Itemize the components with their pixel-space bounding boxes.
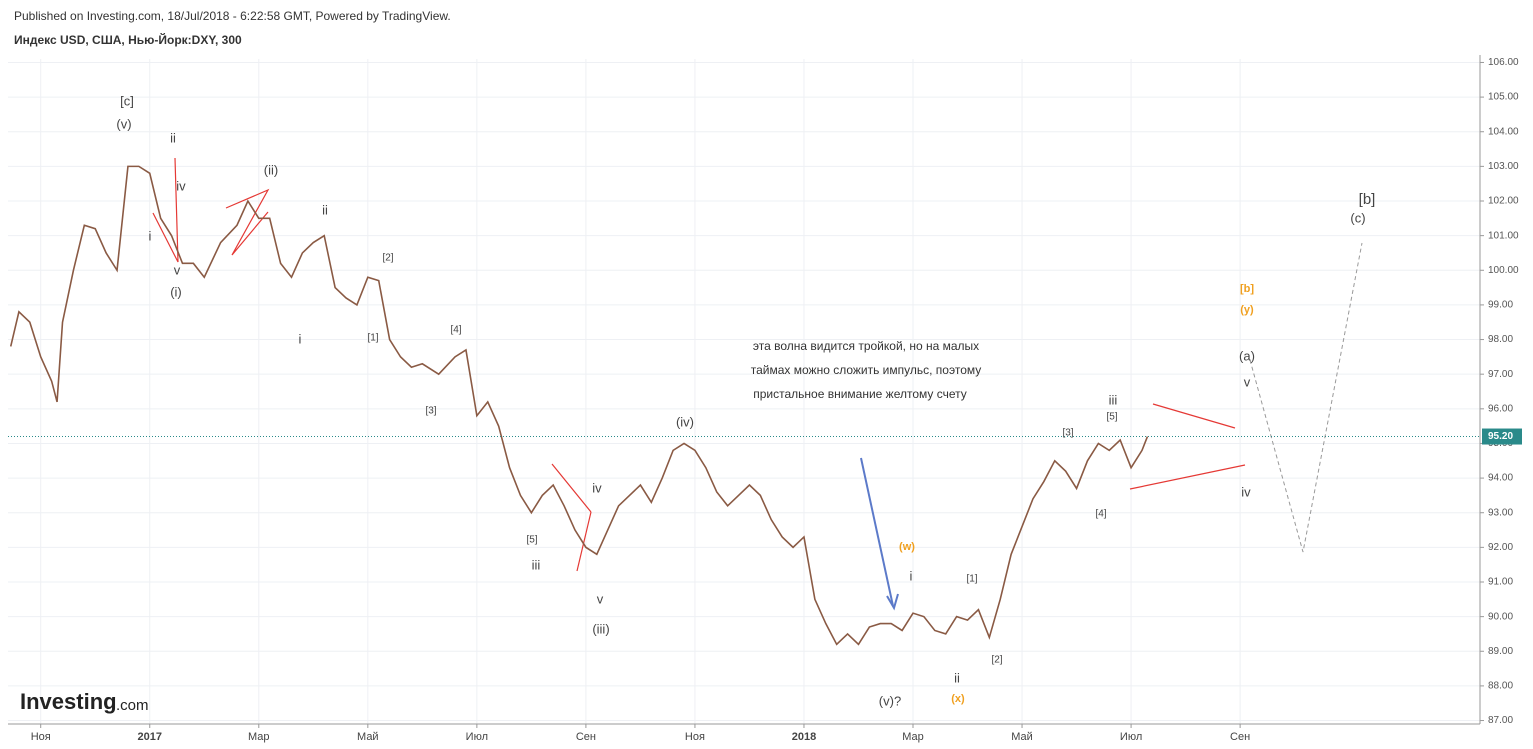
symbol: Индекс USD, США, Нью-Йорк:DXY, 300 — [14, 32, 242, 47]
x-tick-label: Июл — [466, 731, 488, 743]
wave-label: [c] — [120, 93, 134, 108]
wave-label: (w) — [899, 541, 915, 553]
x-tick-label: Ноя — [685, 731, 705, 743]
wave-label: (a) — [1239, 348, 1255, 363]
wave-label: (iv) — [676, 414, 694, 429]
wave-label: v — [1244, 374, 1251, 389]
wave-label: iv — [1241, 484, 1251, 499]
y-tick-label: 97.00 — [1488, 369, 1513, 380]
note: пристальное внимание желтому счету — [753, 387, 967, 401]
wave-label: [1] — [966, 574, 977, 585]
y-tick-label: 91.00 — [1488, 577, 1513, 588]
wave-label: [5] — [1106, 412, 1117, 423]
y-tick-label: 90.00 — [1488, 611, 1513, 622]
x-tick-label: Сен — [1230, 731, 1250, 743]
y-tick-label: 96.00 — [1488, 403, 1513, 414]
wave-label: iv — [176, 178, 186, 193]
wave-label: [b] — [1359, 191, 1376, 208]
wave-label: [3] — [1062, 428, 1073, 439]
x-tick-label: Сен — [576, 731, 596, 743]
wave-label: (y) — [1240, 304, 1254, 316]
wave-label: iii — [532, 557, 541, 572]
wave-label: [5] — [526, 535, 537, 546]
wave-label: v — [174, 262, 181, 277]
wave-label: v — [597, 591, 604, 606]
y-tick-label: 87.00 — [1488, 715, 1513, 726]
y-tick-label: 103.00 — [1488, 161, 1519, 172]
wave-label: (ii) — [264, 162, 278, 177]
y-tick-label: 92.00 — [1488, 542, 1513, 553]
x-tick-label: Май — [1011, 731, 1033, 743]
wave-label: iii — [1109, 392, 1118, 407]
arrow — [860, 457, 899, 611]
wave-label: ii — [322, 202, 328, 217]
price-line — [9, 165, 1149, 646]
y-tick-label: 101.00 — [1488, 230, 1519, 241]
y-tick-label: 88.00 — [1488, 681, 1513, 692]
wave-label: [b] — [1240, 283, 1254, 295]
note: таймах можно сложить импульс, поэтому — [751, 363, 982, 377]
wave-label: [4] — [1095, 509, 1106, 520]
x-tick-label: Июл — [1120, 731, 1142, 743]
y-tick-label: 105.00 — [1488, 92, 1519, 103]
wave-label: [1] — [367, 333, 378, 344]
y-tick-label: 98.00 — [1488, 334, 1513, 345]
wave-label: iv — [592, 480, 602, 495]
x-tick-label: 2018 — [792, 731, 816, 743]
wave-label: (x) — [951, 693, 965, 705]
x-tick-label: 2017 — [138, 731, 162, 743]
wave-label: (iii) — [592, 621, 609, 636]
wave-label: (v) — [116, 116, 131, 131]
y-tick-label: 99.00 — [1488, 300, 1513, 311]
note: эта волна видится тройкой, но на малых — [753, 339, 979, 353]
trendlines — [152, 157, 1246, 572]
published: Published on Investing.com, 18/Jul/2018 … — [14, 9, 451, 23]
y-tick-label: 93.00 — [1488, 507, 1513, 518]
wave-label: (v)? — [879, 693, 901, 708]
x-tick-label: Мар — [902, 731, 924, 743]
y-tick-label: 106.00 — [1488, 57, 1519, 68]
y-tick-label: 89.00 — [1488, 646, 1513, 657]
wave-label: [2] — [991, 655, 1002, 666]
wave-label: ii — [954, 670, 960, 685]
wave-label: [3] — [425, 406, 436, 417]
logo: Investing — [20, 689, 117, 714]
wave-label: (c) — [1350, 210, 1365, 225]
y-tick-label: 94.00 — [1488, 473, 1513, 484]
logo-suffix: .com — [116, 697, 149, 714]
wave-label: i — [149, 228, 152, 243]
wave-label: ii — [170, 130, 176, 145]
wave-label: (i) — [170, 284, 182, 299]
x-tick-label: Май — [357, 731, 379, 743]
x-tick-label: Мар — [248, 731, 270, 743]
wave-label: i — [910, 568, 913, 583]
wave-label: [4] — [450, 325, 461, 336]
last-price-label: 95.20 — [1488, 431, 1513, 442]
wave-label: [2] — [382, 253, 393, 264]
wave-label: i — [299, 331, 302, 346]
y-tick-label: 102.00 — [1488, 196, 1519, 207]
y-tick-label: 104.00 — [1488, 126, 1519, 137]
projection — [1249, 242, 1363, 553]
x-tick-label: Ноя — [31, 731, 51, 743]
last-price-box — [1482, 428, 1522, 445]
y-tick-label: 100.00 — [1488, 265, 1519, 276]
